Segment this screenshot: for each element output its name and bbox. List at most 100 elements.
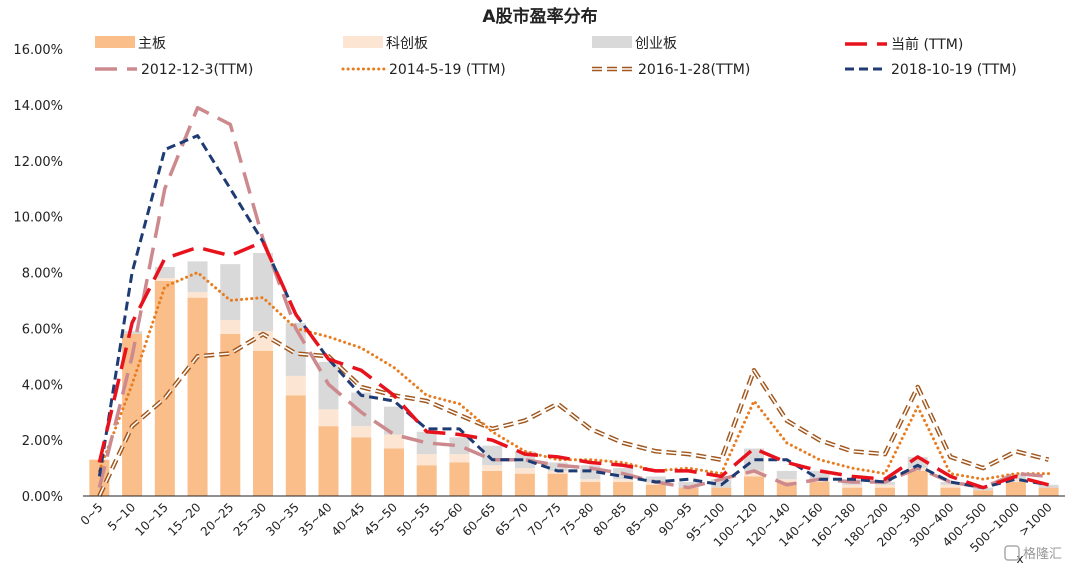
bar-main <box>645 484 666 496</box>
legend-label: 创业板 <box>635 36 677 52</box>
bar-main <box>416 465 437 496</box>
watermark: 格隆汇 <box>1004 545 1062 562</box>
bar-chinext <box>220 264 241 320</box>
bar-chinext <box>940 482 961 485</box>
bar-star <box>383 434 404 449</box>
x-tick-label: 80~85 <box>591 500 630 539</box>
bar-star <box>842 484 863 488</box>
bar-star <box>449 454 470 463</box>
bar-chinext <box>809 470 830 480</box>
bar-main <box>220 333 241 496</box>
bar-star <box>744 470 765 477</box>
bar-chinext <box>122 331 143 334</box>
x-tick-label: 75~80 <box>558 500 597 539</box>
x-axis-end-label: x <box>1016 552 1023 566</box>
legend-label: 当前 (TTM) <box>891 36 963 53</box>
x-tick-label: 15~20 <box>165 500 204 539</box>
y-tick-label: 6.00% <box>22 322 63 337</box>
bar-chinext <box>907 456 928 469</box>
bar-chinext <box>253 252 274 332</box>
legend-label: 2018-10-19 (TTM) <box>891 62 1017 78</box>
line-series <box>97 240 1050 490</box>
x-tick-label: 25~30 <box>231 500 270 539</box>
bar-main <box>253 350 274 496</box>
bar-main <box>580 482 601 496</box>
legend-label: 2014-5-19 (TTM) <box>389 62 506 78</box>
bar-star <box>776 479 797 483</box>
bar-chinext <box>776 470 797 480</box>
x-tick-label: >1000 <box>1016 500 1055 539</box>
bar-chinext <box>678 482 699 488</box>
bar-chinext <box>187 261 208 293</box>
x-tick-label: 70~75 <box>525 500 564 539</box>
bar-main <box>318 426 339 496</box>
x-tick-label: 65~70 <box>492 500 531 539</box>
watermark-text: 格隆汇 <box>1023 546 1062 562</box>
bar-main <box>940 487 961 496</box>
bar-main <box>1005 482 1026 496</box>
bar-star <box>416 454 437 466</box>
legend-swatch <box>95 36 135 48</box>
bar-main <box>449 462 470 496</box>
bar-chinext <box>351 392 372 427</box>
legend-label: 科创板 <box>386 36 428 52</box>
y-axis: 0.00% 2.00% 4.00% 6.00% 8.00% 10.00% 12.00% 14.… <box>13 43 63 505</box>
bar-main <box>285 395 306 496</box>
bar-main <box>973 490 994 496</box>
x-tick-label: 10~15 <box>132 500 171 539</box>
bar-star <box>220 319 241 334</box>
chart-title: A股市盈率分布 <box>482 6 597 27</box>
bar-main <box>154 280 175 496</box>
y-tick-label: 2.00% <box>22 434 63 449</box>
x-tick-label: 35~40 <box>296 500 335 539</box>
bar-star <box>351 426 372 438</box>
legend-label: 2012-12-3(TTM) <box>141 62 253 78</box>
x-tick-label: 55~60 <box>427 500 466 539</box>
bar-star <box>613 479 634 483</box>
bar-main <box>482 470 503 496</box>
bar-star <box>318 409 339 427</box>
y-tick-label: 0.00% <box>22 490 63 505</box>
bar-star <box>580 479 601 483</box>
bar-chinext <box>482 445 503 466</box>
x-tick-label: 40~45 <box>329 500 368 539</box>
bar-main <box>874 487 895 496</box>
y-tick-label: 4.00% <box>22 378 63 393</box>
y-tick-label: 16.00% <box>13 43 63 58</box>
bar-star <box>514 468 535 474</box>
bar-main <box>187 297 208 496</box>
bar-main <box>1038 487 1059 496</box>
watermark-logo-icon <box>1004 545 1020 561</box>
bar-main <box>351 437 372 496</box>
bar-main <box>711 487 732 496</box>
bar-star <box>874 484 895 488</box>
bar-star <box>154 278 175 281</box>
line-series <box>97 134 1049 490</box>
bar-main <box>613 482 634 496</box>
x-tick-label: 85~90 <box>623 500 662 539</box>
bar-main <box>842 487 863 496</box>
legend-swatch <box>343 36 383 48</box>
legend-swatch <box>592 36 632 48</box>
y-tick-label: 14.00% <box>13 99 63 114</box>
x-axis: 0~5 5~1010~1515~2020~2525~3030~3535~4040~… <box>78 495 1065 566</box>
series-lines <box>97 105 1051 497</box>
bar-chinext <box>383 406 404 435</box>
x-tick-label: 0~5 <box>78 500 106 528</box>
bar-star <box>1005 479 1026 483</box>
line-series <box>97 271 1051 481</box>
bar-star <box>940 484 961 488</box>
bar-main <box>678 487 699 496</box>
bar-main <box>547 473 568 496</box>
bar-chinext <box>449 437 470 455</box>
legend: 主板 科创板 创业板 当前 (TTM) 2012-12-3(TTM) 2014-5-19 … <box>95 36 1017 78</box>
y-tick-label: 12.00% <box>13 155 63 170</box>
legend-label: 主板 <box>138 36 166 52</box>
bar-star <box>187 292 208 298</box>
bar-main <box>383 448 404 496</box>
bar-chinext <box>1038 484 1059 488</box>
bar-chinext <box>416 431 437 455</box>
y-tick-label: 10.00% <box>13 211 63 226</box>
bar-main <box>809 482 830 496</box>
